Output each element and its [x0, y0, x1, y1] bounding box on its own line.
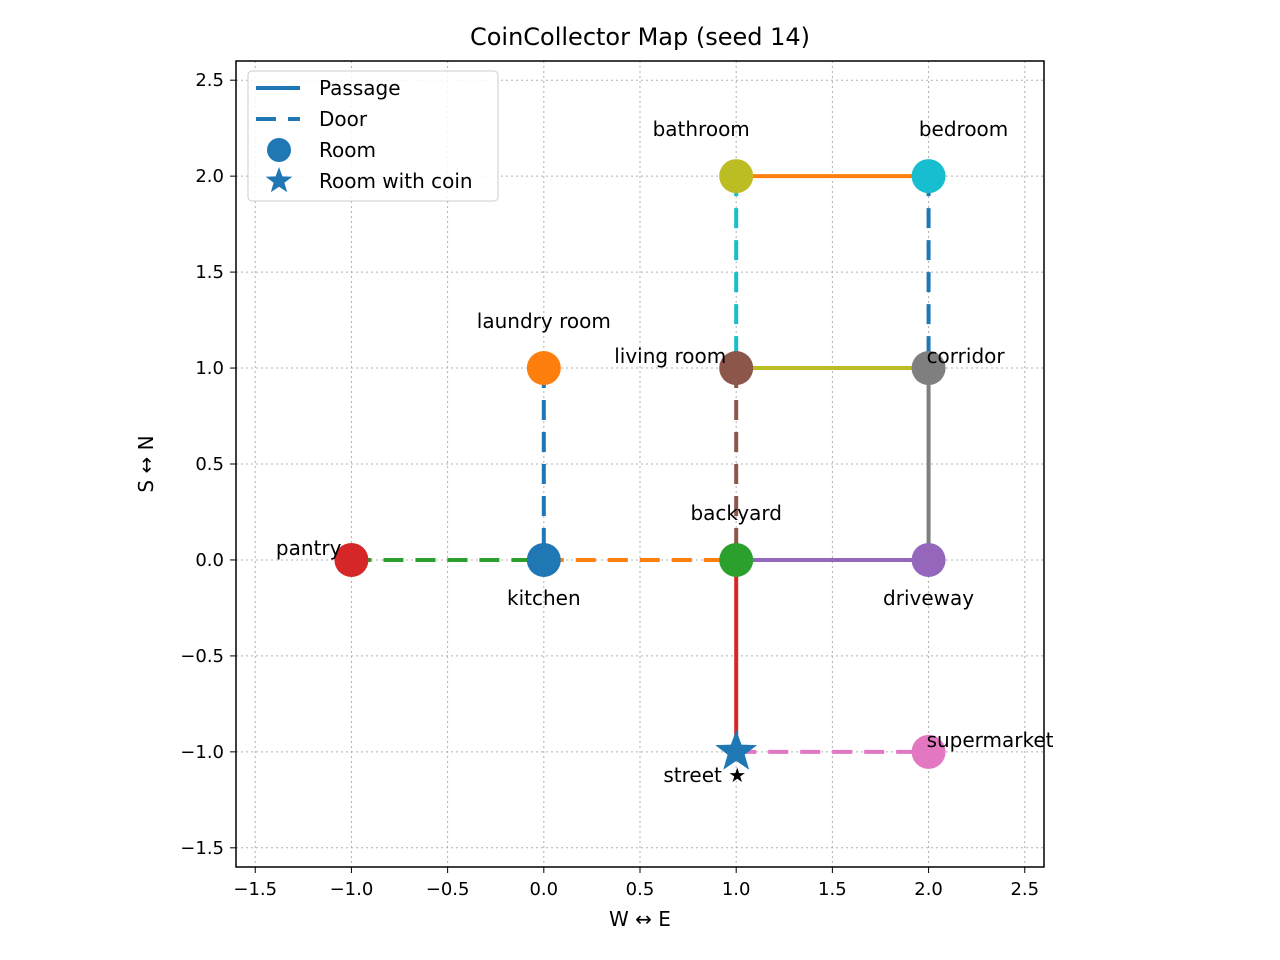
connections-layer: [351, 174, 931, 754]
y-tick-label: 2.0: [195, 166, 224, 187]
x-axis-label: W ↔ E: [609, 907, 671, 931]
room-label: bathroom: [653, 117, 750, 141]
room-label: corridor: [927, 344, 1006, 368]
legend: Passage Door Room Room with coin: [247, 70, 499, 202]
y-tick-label: 1.5: [195, 262, 224, 283]
room-marker: [526, 542, 561, 577]
x-tick-label: −0.5: [426, 879, 470, 900]
x-tick-label: 1.0: [722, 879, 751, 900]
legend-entry-label: Room with coin: [319, 169, 473, 193]
x-tick-label: 0.5: [626, 879, 655, 900]
y-axis-label: S ↔ N: [134, 435, 158, 492]
room-marker: [334, 542, 369, 577]
room-marker: [526, 351, 561, 386]
rooms-layer: [334, 159, 946, 770]
room-marker: [719, 159, 754, 194]
room-marker: [911, 351, 946, 386]
room-label: kitchen: [507, 586, 581, 610]
y-tick-label: −0.5: [180, 646, 224, 667]
y-tick-label: 0.0: [195, 550, 224, 571]
x-tick-label: −1.5: [233, 879, 277, 900]
y-tick-label: 2.5: [195, 70, 224, 91]
chart-title: CoinCollector Map (seed 14): [470, 23, 810, 51]
room-marker: [719, 351, 754, 386]
legend-box: [247, 70, 499, 202]
room-label: pantry: [276, 536, 342, 560]
legend-entry-label: Door: [319, 107, 368, 131]
y-tick-label: 0.5: [195, 454, 224, 475]
y-tick-label: −1.5: [180, 838, 224, 859]
room-label: driveway: [883, 586, 974, 610]
room-label: laundry room: [477, 309, 611, 333]
room-marker: [911, 159, 946, 194]
y-tick-label: 1.0: [195, 358, 224, 379]
x-tick-label: 1.5: [818, 879, 847, 900]
x-tick-label: 2.5: [1010, 879, 1039, 900]
coin-room-star: [715, 729, 758, 770]
x-tick-label: 0.0: [529, 879, 558, 900]
room-marker: [911, 542, 946, 577]
legend-room-swatch: [267, 138, 291, 162]
room-label: bedroom: [919, 117, 1008, 141]
x-tick-label: −1.0: [330, 879, 374, 900]
room-label: supermarket: [927, 728, 1054, 752]
room-marker: [719, 542, 754, 577]
legend-coin-swatch: [265, 167, 293, 193]
x-tick-label: 2.0: [914, 879, 943, 900]
ticks-layer: −1.5 −1.0 −0.5 0.0 0.5 1.0 1.5 2.0 2.5 −1.5 −1.0 −0…: [180, 70, 1039, 900]
legend-entry-label: Room: [319, 138, 376, 162]
room-label: street ★: [663, 763, 746, 787]
legend-entry-label: Passage: [319, 76, 401, 100]
room-labels-layer: kitchen laundry room backyard pantry drivewa…: [276, 117, 1054, 787]
room-label: living room: [614, 344, 726, 368]
room-marker: [911, 734, 946, 769]
room-label: backyard: [690, 501, 781, 525]
y-tick-label: −1.0: [180, 742, 224, 763]
